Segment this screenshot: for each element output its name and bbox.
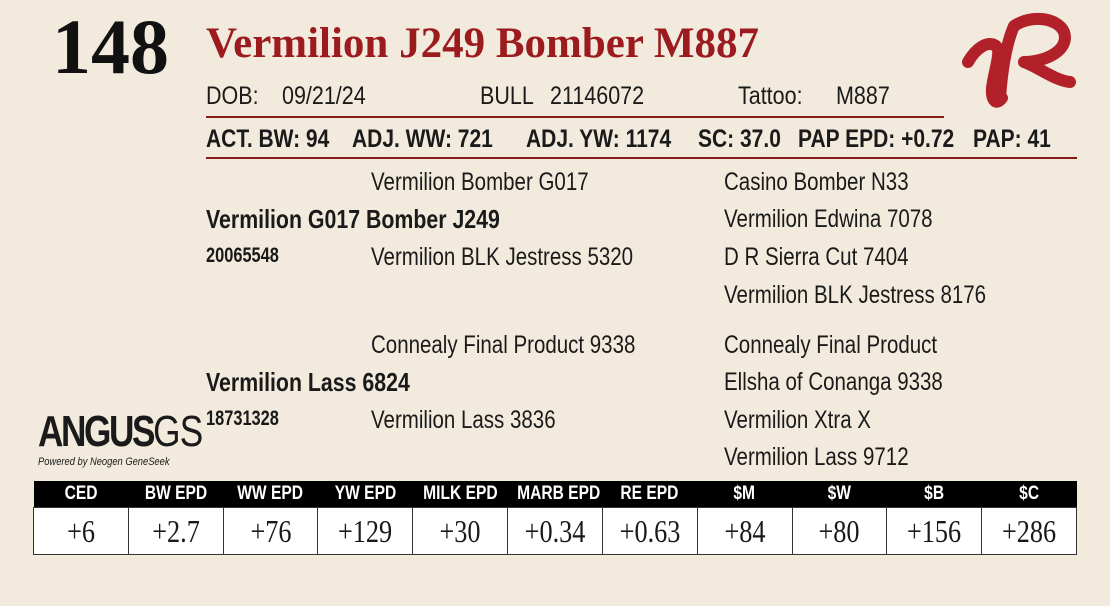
dam-dam: Vermilion Lass 3836 bbox=[371, 406, 556, 434]
epd-header-dollar-w: $W bbox=[792, 481, 887, 508]
epd-value-dollar-b: +156 bbox=[886, 507, 983, 555]
gs-wordmark: GS bbox=[153, 407, 203, 456]
sire-name: Vermilion G017 Bomber J249 bbox=[206, 204, 500, 234]
stat-pap-epd: PAP EPD: +0.72 bbox=[798, 125, 955, 153]
animal-name: Vermilion J249 Bomber M887 bbox=[206, 20, 759, 67]
stat-adj-yw: ADJ. YW: 1174 bbox=[526, 125, 672, 153]
sire-dam-dam: Vermilion BLK Jestress 8176 bbox=[724, 281, 987, 309]
sire-sire-sire: Casino Bomber N33 bbox=[724, 168, 909, 196]
epd-value-marb: +0.34 bbox=[507, 507, 603, 555]
tattoo-value: M887 bbox=[836, 82, 890, 110]
dam-sire: Connealy Final Product 9338 bbox=[371, 331, 636, 359]
angus-gs-logo: ANGUSGS Powered by Neogen GeneSeek bbox=[38, 407, 243, 469]
epd-header-dollar-m: $M bbox=[697, 481, 792, 508]
epd-value-ced: +6 bbox=[33, 507, 129, 555]
epd-value-dollar-m: +84 bbox=[696, 507, 793, 555]
epd-header-ww: WW EPD bbox=[223, 481, 318, 508]
epd-value-milk: +30 bbox=[412, 507, 509, 555]
sire-sire: Vermilion Bomber G017 bbox=[371, 168, 589, 196]
dam-registration: 18731328 bbox=[206, 407, 279, 430]
registration-number: 21146072 bbox=[550, 82, 645, 110]
epd-value-row: +6 +2.7 +76 +129 +30 +0.34 +0.63 +84 +80… bbox=[33, 507, 1077, 555]
epd-header-re: RE EPD bbox=[602, 481, 698, 508]
dob-value: 09/21/24 bbox=[282, 82, 366, 110]
epd-header-dollar-c: $C bbox=[981, 481, 1077, 508]
epd-header-yw: YW EPD bbox=[317, 481, 413, 508]
dam-dam-sire: Vermilion Xtra X bbox=[724, 406, 871, 434]
divider-top bbox=[206, 116, 944, 118]
sex-label: BULL bbox=[480, 82, 534, 110]
sire-sire-dam: Vermilion Edwina 7078 bbox=[724, 205, 933, 233]
epd-value-dollar-w: +80 bbox=[791, 507, 888, 555]
epd-header-ced: CED bbox=[33, 481, 129, 508]
epd-value-re: +0.63 bbox=[601, 507, 698, 555]
dob-label: DOB: bbox=[206, 82, 259, 110]
lot-number: 148 bbox=[52, 3, 169, 90]
dam-sire-sire: Connealy Final Product bbox=[724, 331, 938, 359]
stat-act-bw: ACT. BW: 94 bbox=[206, 125, 330, 153]
epd-value-ww: +76 bbox=[222, 507, 319, 555]
epd-header-milk: MILK EPD bbox=[412, 481, 508, 508]
sire-registration: 20065548 bbox=[206, 244, 279, 267]
epd-value-dollar-c: +286 bbox=[981, 507, 1077, 555]
epd-table: CED BW EPD WW EPD YW EPD MILK EPD MARB E… bbox=[33, 481, 1077, 555]
divider-stats bbox=[206, 157, 1077, 159]
epd-value-bw: +2.7 bbox=[127, 507, 224, 555]
tattoo-label: Tattoo: bbox=[738, 82, 803, 110]
epd-header-bw: BW EPD bbox=[128, 481, 224, 508]
dam-name: Vermilion Lass 6824 bbox=[206, 367, 410, 397]
powered-by-text: Powered by Neogen GeneSeek bbox=[38, 456, 170, 468]
dam-dam-dam: Vermilion Lass 9712 bbox=[724, 443, 909, 471]
angus-wordmark: ANGUS bbox=[38, 407, 156, 456]
stat-sc: SC: 37.0 bbox=[698, 125, 781, 153]
sire-dam: Vermilion BLK Jestress 5320 bbox=[371, 243, 634, 271]
epd-header-dollar-b: $B bbox=[886, 481, 982, 508]
epd-header-marb: MARB EPD bbox=[507, 481, 603, 508]
dam-sire-dam: Ellsha of Conanga 9338 bbox=[724, 368, 943, 396]
stat-pap: PAP: 41 bbox=[973, 125, 1051, 153]
stat-adj-ww: ADJ. WW: 721 bbox=[352, 125, 493, 153]
epd-header-row: CED BW EPD WW EPD YW EPD MILK EPD MARB E… bbox=[33, 481, 1077, 508]
sire-dam-sire: D R Sierra Cut 7404 bbox=[724, 243, 909, 271]
vr-ranch-logo-icon bbox=[962, 12, 1076, 108]
epd-value-yw: +129 bbox=[317, 507, 414, 555]
